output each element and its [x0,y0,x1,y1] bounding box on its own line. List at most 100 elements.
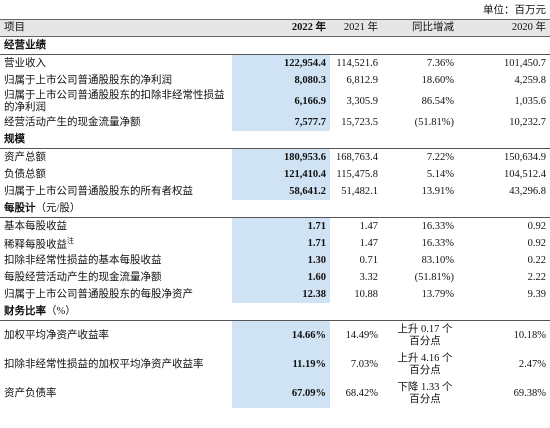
row-label-cell: 扣除非经常性损益的加权平均净资产收益率 [0,350,232,379]
value-cell: 104,512.4 [504,168,546,180]
data-row: 经营活动产生的现金流量净额 7,577.7 15,723.5 (51.81%) 10,2… [0,114,550,131]
row-label: 负债总额 [4,168,46,180]
section-blank [330,200,382,218]
section-blank [330,303,382,321]
section-title-cell: 财务比率（%） [0,303,232,321]
row-note: 注 [67,237,74,246]
section-blank [458,200,550,218]
value-cell: 1.71 [232,217,330,235]
value-cell: 1.60 [232,269,330,286]
section-row: 每股计（元/股） [0,200,550,218]
value-cell: 83.10% [421,254,454,266]
data-row: 加权平均净资产收益率 14.66% 14.49% 上升 0.17 个百分点 10.18% [0,320,550,351]
section-row: 经营业绩 [0,36,550,55]
value-cell: 2.22 [527,271,546,283]
value-cell: 14.49% [345,329,378,341]
value-cell: 10,232.7 [509,116,546,128]
value-cell: 6,166.9 [232,89,330,114]
row-label-cell: 资产总额 [0,149,232,167]
header-cell: 2021 年 [330,19,382,37]
row-label-cell: 扣除非经常性损益的基本每股收益 [0,252,232,269]
row-label: 基本每股收益 [4,220,67,232]
data-row: 归属于上市公司普通股股东的净利润 8,080.3 6,812.9 18.60% 4,25… [0,72,550,89]
row-label-cell: 归属于上市公司普通股股东的扣除非经常性损益的净利润 [0,89,232,114]
section-title: 每股计 [4,202,36,214]
row-label: 扣除非经常性损益的基本每股收益 [4,254,162,266]
row-label: 归属于上市公司普通股股东的所有者权益 [4,185,193,197]
summary-table: 项目 2022 年 2021 年同比增减 2020 年经营业绩营业收入 122,954.… [0,19,550,408]
data-row: 每股经营活动产生的现金流量净额 1.60 3.32 (51.81%) 2.22 [0,269,550,286]
value-cell: 168,763.4 [336,151,378,163]
value-cell: 7.36% [426,57,454,69]
value-cell: 0.92 [527,220,546,232]
data-row: 负债总额 121,410.4 115,475.8 5.14% 104,512.4 [0,166,550,183]
value-cell: 1,035.6 [514,95,547,107]
value-cell: (51.81%) [414,271,454,283]
data-row: 稀释每股收益注 1.71 1.47 16.33% 0.92 [0,235,550,252]
row-label: 经营活动产生的现金流量净额 [4,116,141,128]
row-label: 归属于上市公司普通股股东的净利润 [4,74,172,86]
value-cell: 180,953.6 [232,148,330,166]
value-cell: 16.33% [421,237,454,249]
row-label-cell: 基本每股收益 [0,218,232,236]
value-cell: 68.42% [345,387,378,399]
row-label: 归属于上市公司普通股股东的每股净资产 [4,288,193,300]
section-blank [382,200,458,218]
value-cell: 2.47% [518,358,546,370]
value-cell: 101,450.7 [504,57,546,69]
row-label: 营业收入 [4,57,46,69]
table-body: 项目 2022 年 2021 年同比增减 2020 年经营业绩营业收入 122,954.… [0,19,550,408]
row-label-cell: 负债总额 [0,166,232,183]
value-cell: 1.71 [232,235,330,252]
row-label: 扣除非经常性损益的加权平均净资产收益率 [4,358,204,370]
value-cell: 7,577.7 [232,114,330,131]
data-row: 资产总额 180,953.6 168,763.4 7.22% 150,634.9 [0,148,550,167]
value-cell: 122,954.4 [232,54,330,72]
section-title-cell: 经营业绩 [0,36,232,55]
row-label: 稀释每股收益 [4,239,67,251]
value-cell: 上升 0.17 个百分点 [382,321,458,351]
value-cell: 7.03% [350,358,378,370]
header-cell: 2022 年 [232,19,330,37]
data-row: 归属于上市公司普通股股东的每股净资产 12.38 10.88 13.79% 9.39 [0,286,550,303]
section-title-cell: 规模 [0,131,232,149]
section-title: 经营业绩 [4,39,46,51]
value-cell: 67.09% [232,379,330,408]
row-label: 归属于上市公司普通股股东的扣除非经常性损益的净利润 [4,89,225,113]
value-cell: 10.88 [354,288,378,300]
row-label-cell: 稀释每股收益注 [0,235,232,252]
value-cell: 15,723.5 [341,116,378,128]
data-row: 基本每股收益 1.71 1.47 16.33% 0.92 [0,217,550,236]
row-label: 每股经营活动产生的现金流量净额 [4,271,162,283]
section-row: 规模 [0,131,550,149]
value-cell: 0.22 [527,254,546,266]
value-cell: 121,410.4 [232,166,330,183]
section-title: 财务比率 [4,305,46,317]
header-cell: 项目 [0,19,232,37]
row-label-cell: 归属于上市公司普通股股东的净利润 [0,72,232,89]
row-label-cell: 每股经营活动产生的现金流量净额 [0,269,232,286]
row-label-cell: 营业收入 [0,55,232,73]
value-cell: 43,296.8 [509,185,546,197]
section-blank [330,36,382,55]
section-blank [330,131,382,149]
value-cell: 下降 1.33 个百分点 [382,379,458,408]
value-cell: 1.47 [359,220,378,232]
data-row: 扣除非经常性损益的基本每股收益 1.30 0.71 83.10% 0.22 [0,252,550,269]
header-cell: 同比增减 [382,19,458,37]
value-cell: 8,080.3 [232,72,330,89]
header-row: 项目 2022 年 2021 年同比增减 2020 年 [0,19,550,37]
value-cell: 16.33% [421,220,454,232]
section-blank [382,303,458,321]
section-note: （%） [46,305,76,317]
section-blank [458,303,550,321]
value-cell: 12.38 [232,286,330,303]
value-cell: 1.47 [359,237,378,249]
row-label: 资产负债率 [4,387,57,399]
value-cell: 86.54% [421,95,454,107]
value-cell: 1.30 [232,252,330,269]
section-blank [232,36,330,55]
row-label: 资产总额 [4,151,46,163]
value-cell: (51.81%) [414,116,454,128]
value-cell: 11.19% [232,350,330,379]
